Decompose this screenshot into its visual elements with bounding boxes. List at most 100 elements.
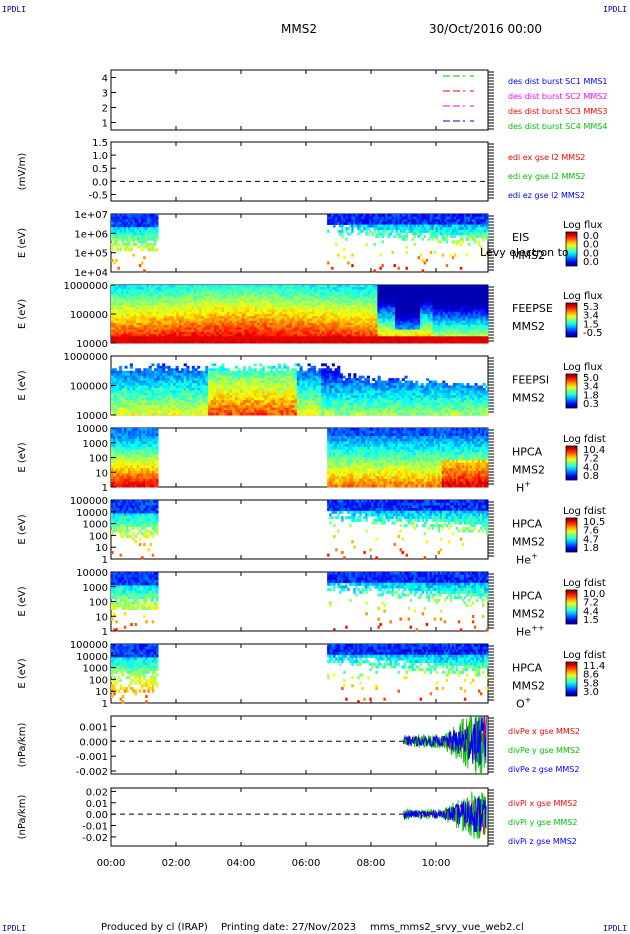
heat-cell [149, 214, 153, 218]
heat-cell [432, 327, 436, 331]
heat-cell [239, 305, 243, 308]
heat-cell [460, 289, 464, 293]
heat-cell [148, 298, 152, 302]
heat-cell [367, 221, 370, 225]
heat-cell [373, 214, 376, 218]
heat-cell [128, 227, 131, 231]
heat-cell [467, 227, 471, 231]
heat-cell [440, 336, 444, 339]
heat-cell [156, 322, 160, 326]
heat-cell [324, 327, 328, 331]
heat-cell [281, 293, 285, 297]
heat-cell [357, 216, 360, 220]
heat-cell [400, 338, 403, 342]
heat-cell [176, 314, 180, 317]
heat-cell [382, 336, 386, 339]
heat-cell [357, 314, 361, 317]
heat-cell [420, 334, 424, 337]
heat-cell [342, 307, 346, 310]
heat-cell [113, 240, 116, 244]
heat-cell [193, 302, 197, 306]
heat-cell [121, 325, 124, 328]
heat-cell [485, 214, 489, 218]
heat-cell [302, 296, 305, 299]
heat-cell [339, 293, 343, 297]
heat-cell [261, 320, 265, 324]
heat-cell [379, 221, 382, 225]
heat-cell [224, 305, 228, 308]
heat-cell [140, 227, 144, 231]
heat-cell [457, 314, 461, 317]
heat-cell [123, 289, 127, 293]
heat-cell [450, 291, 454, 295]
heat-cell [349, 318, 353, 322]
heat-cell [417, 320, 421, 324]
heat-cell [417, 229, 421, 233]
heat-cell [393, 227, 396, 231]
heat-cell [344, 291, 348, 295]
heat-cell [111, 307, 114, 310]
heat-cell [266, 327, 270, 331]
heat-cell [183, 307, 187, 310]
heat-cell [447, 325, 451, 328]
heat-cell [377, 322, 381, 326]
heat-cell [460, 293, 464, 297]
heat-cell [379, 214, 382, 218]
heat-cell [229, 316, 233, 319]
heat-cell [296, 320, 300, 324]
heat-cell [372, 318, 376, 322]
heat-cell [229, 314, 233, 317]
heat-cell [437, 316, 441, 319]
heat-cell [196, 305, 200, 308]
heat-cell [266, 305, 270, 308]
heat-cell [470, 307, 474, 310]
heat-cell [156, 314, 160, 317]
heat-cell [284, 325, 288, 328]
heat-cell [457, 214, 461, 218]
heat-cell [145, 214, 148, 218]
heat-cell [121, 285, 124, 288]
heat-cell [138, 331, 142, 335]
heat-cell [372, 325, 376, 328]
heat-cell [419, 224, 423, 228]
heat-cell [437, 311, 441, 315]
heat-cell [153, 216, 157, 220]
heat-cell [171, 293, 175, 297]
legend-entry: edi ez gse l2 MMS2 [508, 191, 585, 200]
heat-cell [307, 287, 310, 290]
heat-cell [138, 327, 142, 331]
heat-cell [397, 338, 401, 342]
heat-cell [211, 320, 215, 324]
heat-cell [331, 266, 334, 270]
heat-cell [392, 334, 396, 337]
heat-cell [322, 293, 326, 297]
y-tick-label: 1e+07 [74, 210, 108, 221]
heat-cell [153, 329, 157, 333]
heat-cell [264, 320, 268, 324]
heat-cell [405, 307, 408, 310]
heat-cell [166, 334, 170, 337]
heat-cell [364, 322, 368, 326]
heat-cell [254, 293, 258, 297]
heat-cell [241, 336, 245, 339]
heat-cell [276, 336, 280, 339]
heat-cell [445, 327, 449, 331]
heat-cell [420, 305, 424, 308]
heat-cell [141, 331, 145, 335]
heat-cell [389, 227, 392, 231]
heat-cell [168, 309, 172, 313]
heat-cell [118, 314, 122, 317]
heat-cell [415, 224, 419, 228]
heat-cell [171, 285, 175, 288]
heat-cell [259, 285, 263, 288]
heat-cell [351, 221, 354, 225]
heat-cell [229, 291, 233, 295]
heat-cell [432, 314, 436, 317]
heat-cell [143, 285, 147, 288]
heat-cell [211, 325, 215, 328]
heat-cell [133, 285, 137, 288]
heat-cell [362, 307, 366, 310]
heat-cell [116, 340, 119, 344]
heat-cell [379, 329, 383, 333]
heat-cell [427, 338, 431, 342]
